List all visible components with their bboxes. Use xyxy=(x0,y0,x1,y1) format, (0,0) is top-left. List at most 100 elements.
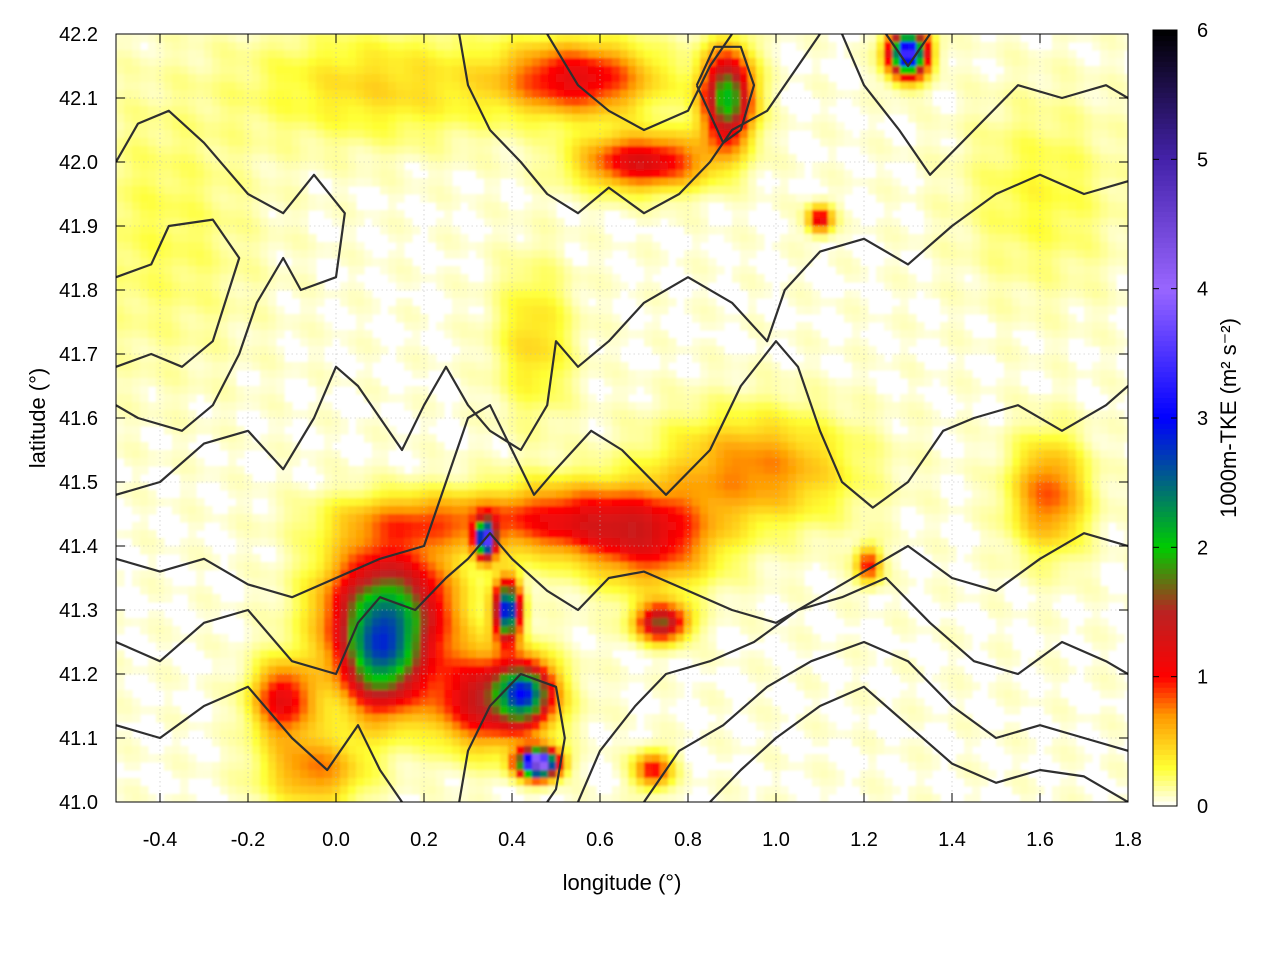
tke-cell xyxy=(708,346,717,355)
tke-cell xyxy=(780,66,789,75)
tke-cell xyxy=(956,202,965,211)
tke-cell xyxy=(1036,210,1045,219)
tke-cell xyxy=(116,186,125,195)
tke-cell xyxy=(1100,298,1109,307)
tke-cell xyxy=(412,330,421,339)
tke-cell xyxy=(948,250,957,259)
tke-cell xyxy=(1124,98,1128,107)
tke-cell xyxy=(1060,210,1069,219)
tke-cell xyxy=(396,106,405,115)
tke-cell xyxy=(308,402,317,411)
tke-cell xyxy=(644,66,653,75)
tke-cell xyxy=(228,106,237,115)
tke-cell xyxy=(372,154,381,163)
tke-cell xyxy=(220,234,229,243)
tke-cell xyxy=(1036,402,1045,411)
tke-cell xyxy=(316,346,325,355)
tke-cell xyxy=(300,50,309,59)
tke-cell xyxy=(1076,178,1085,187)
tke-cell xyxy=(796,298,805,307)
tke-cell xyxy=(124,378,133,387)
tke-cell xyxy=(964,258,973,267)
tke-cell xyxy=(564,58,573,67)
tke-cell xyxy=(612,106,621,115)
tke-cell xyxy=(500,250,509,259)
tke-cell xyxy=(364,178,373,187)
tke-cell xyxy=(204,282,213,291)
tke-cell xyxy=(996,386,1005,395)
tke-cell xyxy=(868,146,877,155)
tke-cell xyxy=(692,114,701,123)
tke-cell xyxy=(972,394,981,403)
tke-cell xyxy=(420,322,429,331)
tke-cell xyxy=(1068,114,1077,123)
tke-cell xyxy=(180,346,189,355)
tke-cell xyxy=(276,42,285,51)
tke-cell xyxy=(148,242,157,251)
tke-cell xyxy=(1076,82,1085,91)
tke-cell xyxy=(1004,138,1013,147)
tke-cell xyxy=(924,202,933,211)
tke-cell xyxy=(140,274,149,283)
tke-cell xyxy=(508,42,517,51)
tke-cell xyxy=(988,138,997,147)
tke-cell xyxy=(228,402,237,411)
tke-cell xyxy=(716,74,725,83)
tke-cell xyxy=(796,306,805,315)
tke-cell xyxy=(476,42,485,51)
tke-cell xyxy=(556,338,565,347)
tke-cell xyxy=(308,338,317,347)
tke-cell xyxy=(684,82,693,91)
tke-cell xyxy=(276,210,285,219)
tke-cell xyxy=(148,410,157,419)
tke-cell xyxy=(308,138,317,147)
tke-cell xyxy=(420,370,429,379)
tke-cell xyxy=(972,290,981,299)
tke-cell xyxy=(1060,90,1069,99)
tke-cell xyxy=(140,290,149,299)
tke-cell xyxy=(220,346,229,355)
tke-cell xyxy=(644,242,653,251)
tke-cell xyxy=(180,146,189,155)
tke-cell xyxy=(932,218,941,227)
tke-cell xyxy=(964,370,973,379)
tke-cell xyxy=(612,378,621,387)
tke-cell xyxy=(572,346,581,355)
tke-cell xyxy=(196,58,205,67)
tke-cell xyxy=(748,178,757,187)
tke-cell xyxy=(972,106,981,115)
tke-cell xyxy=(516,378,525,387)
tke-cell xyxy=(356,82,365,91)
tke-cell xyxy=(940,58,949,67)
tke-cell xyxy=(204,226,213,235)
tke-cell xyxy=(476,298,485,307)
tke-cell xyxy=(644,130,653,139)
tke-cell xyxy=(556,186,565,195)
tke-cell xyxy=(548,338,557,347)
tke-cell xyxy=(564,314,573,323)
tke-cell xyxy=(868,314,877,323)
tke-cell xyxy=(260,370,269,379)
tke-cell xyxy=(324,242,333,251)
tke-cell xyxy=(468,354,477,363)
tke-cell xyxy=(988,50,997,59)
tke-cell xyxy=(540,162,549,171)
tke-cell xyxy=(260,290,269,299)
tke-cell xyxy=(900,234,909,243)
tke-cell xyxy=(724,162,733,171)
tke-cell xyxy=(188,242,197,251)
tke-cell xyxy=(716,66,725,75)
tke-cell xyxy=(692,386,701,395)
tke-cell xyxy=(652,314,661,323)
tke-cell xyxy=(228,130,237,139)
tke-cell xyxy=(204,82,213,91)
tke-cell xyxy=(1100,50,1109,59)
tke-cell xyxy=(964,162,973,171)
tke-cell xyxy=(1092,338,1101,347)
tke-cell xyxy=(508,74,517,83)
tke-cell xyxy=(748,370,757,379)
tke-cell xyxy=(900,194,909,203)
tke-cell xyxy=(1004,210,1013,219)
tke-cell xyxy=(644,202,653,211)
tke-cell xyxy=(1124,266,1128,275)
